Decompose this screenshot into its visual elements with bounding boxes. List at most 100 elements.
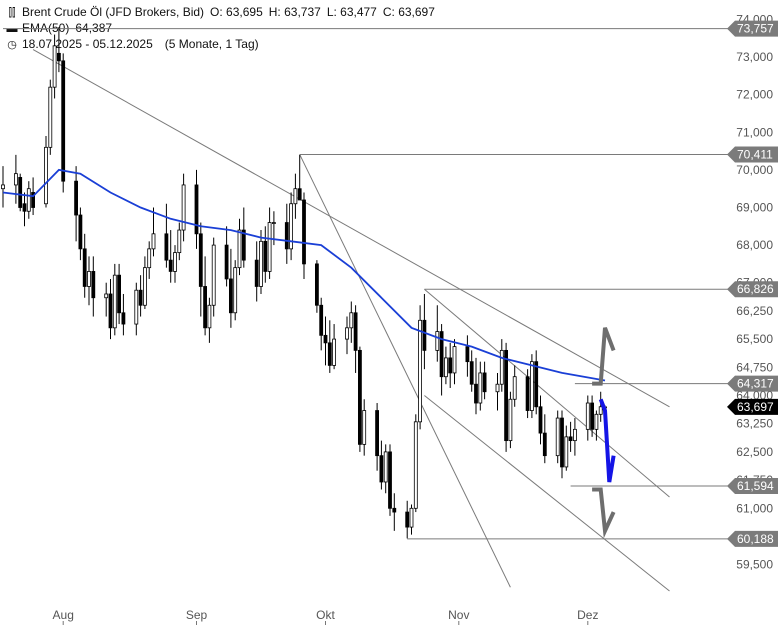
candle-body [594,413,599,430]
candle-body [375,410,380,457]
candlestick-icon: ⫿⫿ [8,7,16,19]
candle-body [542,432,547,457]
y-tick-label: 65,500 [736,332,773,346]
candle-body [538,406,543,434]
candle-body [314,263,319,306]
trendline [424,288,670,498]
trendline [299,154,511,588]
candle-body [327,342,332,366]
y-tick-label: 72,000 [736,88,773,102]
candle-body [1,184,5,190]
high-value: H: 63,737 [268,5,321,19]
x-tick-label: Nov [448,608,469,622]
candle-body [585,402,590,430]
candle-body [302,199,306,265]
candle-body [405,511,410,528]
ema-label: EMA(50) [22,21,70,35]
candle-body [87,271,91,287]
low-value: L: 63,477 [326,5,377,19]
candle-body [465,346,470,363]
candle-body [74,180,78,216]
candle-body [44,146,48,205]
candle-body [598,406,603,415]
candle-body [241,229,246,261]
candle-body [379,455,384,483]
y-tick-label: 66,250 [736,304,773,318]
candle-body [452,346,457,374]
candle-body [26,188,31,212]
candle-body [147,248,152,269]
candle-body [121,312,126,325]
ema-value: 64,387 [75,21,113,35]
level-tag [727,530,778,547]
candle-body [508,398,513,442]
y-tick-label: 71,000 [736,125,773,139]
candle-body [435,331,440,351]
trendline [424,395,670,592]
candle-body [418,319,423,423]
candle-body [499,349,504,385]
candle-body [534,361,539,408]
candle-body [448,357,453,374]
clock-icon: ◷ [7,39,17,51]
candle-body [409,507,414,528]
candle-body [117,274,121,314]
candle-body [108,293,113,329]
level-tag-text: 60,188 [737,532,774,546]
x-tick-label: Okt [316,608,335,622]
candle-body [224,244,229,280]
candle-body [319,304,324,336]
candle-body [168,259,173,272]
legend-instrument-row: ⫿⫿ Brent Crude Öl (JFD Brokers, Bid) O: 63… [6,5,435,20]
candle-body [555,417,560,457]
candle-body [525,376,530,411]
x-tick-label: Aug [53,608,74,622]
candle-body [573,428,577,442]
candle-body [207,304,212,329]
candle-body [194,184,199,235]
level-tag-text: 66,826 [737,282,774,296]
candle-body [104,293,109,299]
y-tick-label: 68,000 [736,238,773,252]
candle-body [112,274,117,329]
candle-body [78,214,83,250]
projection-down-arrow [598,398,616,483]
candle-body [259,240,263,287]
candle-body [383,451,388,483]
candle-body [495,383,500,393]
close-value: C: 63,697 [382,5,435,19]
candle-body [198,233,203,287]
candle-body [31,192,36,208]
candle-body [138,289,143,306]
candle-body [469,361,474,385]
candle-body [254,259,259,287]
y-tick-label: 64,750 [736,360,773,374]
candle-body [530,361,534,411]
candle-body [22,203,27,212]
candle-body [91,271,96,299]
candle-body [164,233,169,261]
x-tick-label: Sep [186,608,208,622]
projection-scenario-arrow [592,487,616,539]
candle-body [284,222,289,250]
level-tag [727,281,778,298]
candle-body [413,421,418,509]
level-tag-text: 73,757 [737,22,774,36]
y-tick-label: 59,500 [736,558,773,572]
candle-body [18,177,23,208]
ema-line [2,168,606,382]
level-tag [727,375,778,392]
candle-body [134,289,139,325]
level-tag [727,477,778,494]
candle-body [478,372,483,404]
candle-body [332,338,337,366]
y-tick-label: 70,000 [736,163,773,177]
trendline [32,49,670,408]
candle-body [203,286,208,329]
open-value: O: 63,695 [210,5,263,19]
last-price-tag-text: 63,697 [737,400,774,414]
candle-body [357,349,362,445]
candle-body [57,52,61,62]
candle-body [267,222,272,272]
